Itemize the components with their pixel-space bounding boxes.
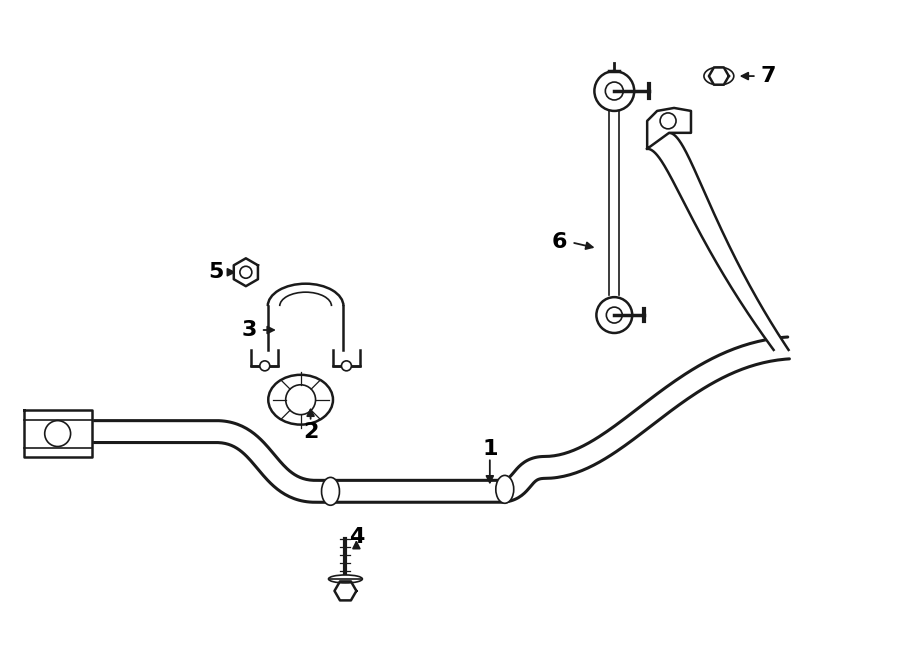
Circle shape — [285, 385, 316, 414]
Text: 4: 4 — [348, 527, 364, 547]
Polygon shape — [234, 258, 258, 286]
Ellipse shape — [328, 575, 363, 583]
Ellipse shape — [268, 375, 333, 424]
Polygon shape — [335, 582, 356, 600]
Circle shape — [660, 113, 676, 129]
Text: 1: 1 — [482, 440, 498, 459]
Ellipse shape — [704, 67, 734, 85]
Text: 6: 6 — [552, 233, 567, 253]
Circle shape — [606, 82, 624, 100]
Circle shape — [45, 420, 70, 447]
Circle shape — [594, 71, 634, 111]
Polygon shape — [647, 108, 691, 149]
Ellipse shape — [496, 475, 514, 503]
Polygon shape — [647, 133, 788, 350]
Text: 7: 7 — [760, 66, 777, 86]
Polygon shape — [23, 410, 92, 457]
Ellipse shape — [321, 477, 339, 505]
Circle shape — [607, 307, 622, 323]
Text: 5: 5 — [208, 262, 224, 282]
Circle shape — [341, 361, 351, 371]
Polygon shape — [709, 67, 729, 85]
Text: 2: 2 — [303, 422, 319, 442]
Text: 3: 3 — [241, 320, 256, 340]
Circle shape — [597, 297, 632, 333]
Circle shape — [240, 266, 252, 278]
Circle shape — [260, 361, 270, 371]
